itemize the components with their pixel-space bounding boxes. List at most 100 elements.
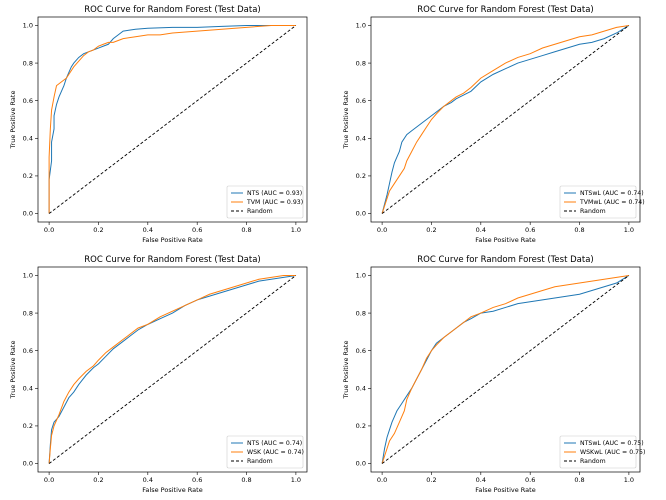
y-tick-label: 0.6 [356, 97, 366, 105]
y-tick-label: 0.4 [356, 135, 366, 143]
y-tick-label: 0.4 [23, 385, 33, 393]
legend-label: WSK (AUC = 0.74) [247, 449, 304, 456]
y-tick-label: 1.0 [356, 22, 366, 30]
x-tick-label: 0.4 [476, 226, 486, 234]
random-baseline-line [48, 25, 297, 214]
x-tick-label: 1.0 [624, 226, 634, 234]
x-tick-label: 0.6 [192, 476, 202, 484]
y-tick-label: 0.2 [356, 172, 366, 180]
legend-label: TVM (AUC = 0.93) [246, 199, 303, 206]
random-baseline-line [381, 25, 630, 214]
y-tick-label: 0.2 [23, 422, 33, 430]
y-tick-label: 0.8 [23, 309, 33, 317]
y-tick-label: 0.8 [356, 309, 366, 317]
roc-curve-series-2 [381, 274, 629, 464]
plot-frame [370, 16, 641, 223]
y-tick-label: 0.6 [23, 347, 33, 355]
legend-label: TVMwL (AUC = 0.74) [579, 199, 645, 206]
roc-panel-top-right: ROC Curve for Random Forest (Test Data) 0… [333, 0, 666, 250]
x-tick-label: 0.6 [525, 226, 535, 234]
legend-box [226, 435, 304, 469]
x-tick-label: 0.2 [426, 476, 436, 484]
x-tick-label: 0.4 [476, 476, 486, 484]
legend-label: Random [580, 208, 606, 215]
y-axis-label: True Positive Rate [342, 91, 350, 150]
legend-box [226, 185, 304, 219]
y-tick-label: 1.0 [356, 272, 366, 280]
y-tick-label: 0.8 [23, 59, 33, 67]
x-tick-label: 0.4 [143, 226, 153, 234]
roc-curve-series-2 [48, 24, 296, 214]
legend-label: NTSwL (AUC = 0.74) [580, 190, 644, 197]
roc-curve-series-2 [48, 274, 296, 464]
x-tick-label: 0.2 [426, 226, 436, 234]
chart-title: ROC Curve for Random Forest (Test Data) [84, 255, 260, 265]
x-tick-label: 0.0 [44, 226, 54, 234]
x-tick-label: 0.8 [241, 476, 251, 484]
x-axis-label: False Positive Rate [142, 236, 202, 244]
y-tick-label: 0.0 [23, 210, 33, 218]
legend-label: Random [247, 458, 273, 465]
chart-title: ROC Curve for Random Forest (Test Data) [84, 5, 260, 15]
x-tick-label: 0.4 [143, 476, 153, 484]
legend-label: WSKwL (AUC = 0.75) [580, 449, 645, 456]
y-tick-label: 0.4 [23, 135, 33, 143]
y-tick-label: 0.6 [356, 347, 366, 355]
roc-curve-series-1 [381, 25, 630, 214]
x-tick-label: 1.0 [291, 226, 301, 234]
legend-label: NTS (AUC = 0.74) [247, 440, 302, 447]
y-axis-label: True Positive Rate [9, 91, 17, 150]
plot-frame [370, 266, 641, 473]
x-tick-label: 0.6 [525, 476, 535, 484]
plot-frame [37, 266, 308, 473]
legend-label: NTSwL (AUC = 0.75) [580, 440, 644, 447]
x-tick-label: 0.2 [93, 476, 103, 484]
plot-frame [37, 16, 308, 223]
y-axis-label: True Positive Rate [9, 341, 17, 400]
legend-label: NTS (AUC = 0.93) [247, 190, 302, 197]
roc-panel-bottom-left: ROC Curve for Random Forest (Test Data) 0… [0, 250, 333, 500]
chart-svg: ROC Curve for Random Forest (Test Data) 0… [342, 255, 645, 494]
legend-box [559, 185, 637, 219]
x-tick-label: 1.0 [291, 476, 301, 484]
chart-svg: ROC Curve for Random Forest (Test Data) 0… [9, 5, 308, 244]
y-tick-label: 0.2 [23, 172, 33, 180]
x-axis-label: False Positive Rate [142, 486, 202, 494]
roc-panel-top-left: ROC Curve for Random Forest (Test Data) 0… [0, 0, 333, 250]
y-tick-label: 0.0 [23, 460, 33, 468]
x-axis-label: False Positive Rate [475, 236, 535, 244]
y-tick-label: 1.0 [23, 22, 33, 30]
y-tick-label: 1.0 [23, 272, 33, 280]
y-tick-label: 0.6 [23, 97, 33, 105]
y-tick-label: 0.4 [356, 385, 366, 393]
x-tick-label: 0.0 [377, 476, 387, 484]
roc-curve-series-2 [381, 24, 629, 214]
roc-curve-series-1 [48, 274, 296, 464]
roc-panel-bottom-right: ROC Curve for Random Forest (Test Data) 0… [333, 250, 666, 500]
chart-title: ROC Curve for Random Forest (Test Data) [417, 255, 593, 265]
y-tick-label: 0.2 [356, 422, 366, 430]
legend-label: Random [247, 208, 273, 215]
random-baseline-line [48, 275, 297, 464]
chart-svg: ROC Curve for Random Forest (Test Data) 0… [342, 5, 645, 244]
random-baseline-line [381, 275, 630, 464]
x-tick-label: 0.0 [44, 476, 54, 484]
chart-title: ROC Curve for Random Forest (Test Data) [417, 5, 593, 15]
y-tick-label: 0.0 [356, 210, 366, 218]
y-tick-label: 0.8 [356, 59, 366, 67]
y-axis-label: True Positive Rate [342, 341, 350, 400]
chart-svg: ROC Curve for Random Forest (Test Data) 0… [9, 255, 308, 494]
roc-curve-series-1 [48, 24, 296, 214]
y-tick-label: 0.0 [356, 460, 366, 468]
x-tick-label: 0.2 [93, 226, 103, 234]
x-tick-label: 0.8 [574, 476, 584, 484]
x-tick-label: 0.8 [241, 226, 251, 234]
legend-box [559, 435, 637, 469]
x-tick-label: 1.0 [624, 476, 634, 484]
x-axis-label: False Positive Rate [475, 486, 535, 494]
legend-label: Random [580, 458, 606, 465]
x-tick-label: 0.0 [377, 226, 387, 234]
x-tick-label: 0.6 [192, 226, 202, 234]
x-tick-label: 0.8 [574, 226, 584, 234]
